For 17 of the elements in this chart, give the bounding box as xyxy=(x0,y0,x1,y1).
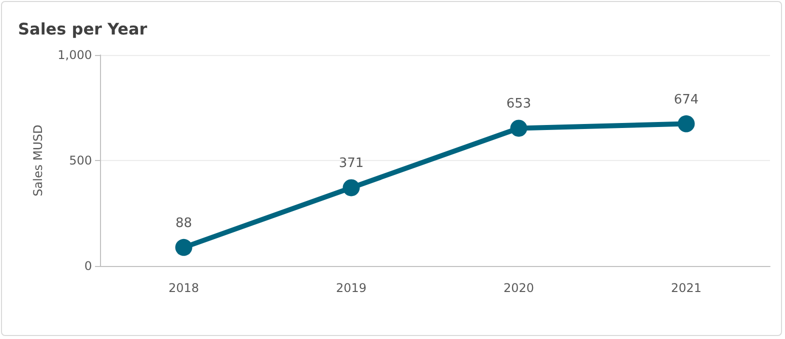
x-tick-label: 2021 xyxy=(670,281,702,295)
data-label: 674 xyxy=(674,92,699,108)
point xyxy=(342,179,360,196)
point xyxy=(678,115,695,132)
x-tick-label: 2018 xyxy=(168,281,200,295)
data-label: 371 xyxy=(338,156,364,172)
chart-title: Sales per Year xyxy=(18,20,148,38)
y-tick-label: 500 xyxy=(69,154,92,168)
x-tick-label: 2019 xyxy=(336,281,367,295)
data-label: 653 xyxy=(506,96,532,112)
data-label: 88 xyxy=(175,216,192,231)
y-tick-label: 0 xyxy=(84,259,92,273)
y-axis-title: Sales MUSD xyxy=(31,124,45,196)
point xyxy=(510,120,528,137)
point xyxy=(175,238,192,256)
y-tick-label: 1,000 xyxy=(58,48,92,62)
x-tick-label: 2020 xyxy=(503,281,534,295)
